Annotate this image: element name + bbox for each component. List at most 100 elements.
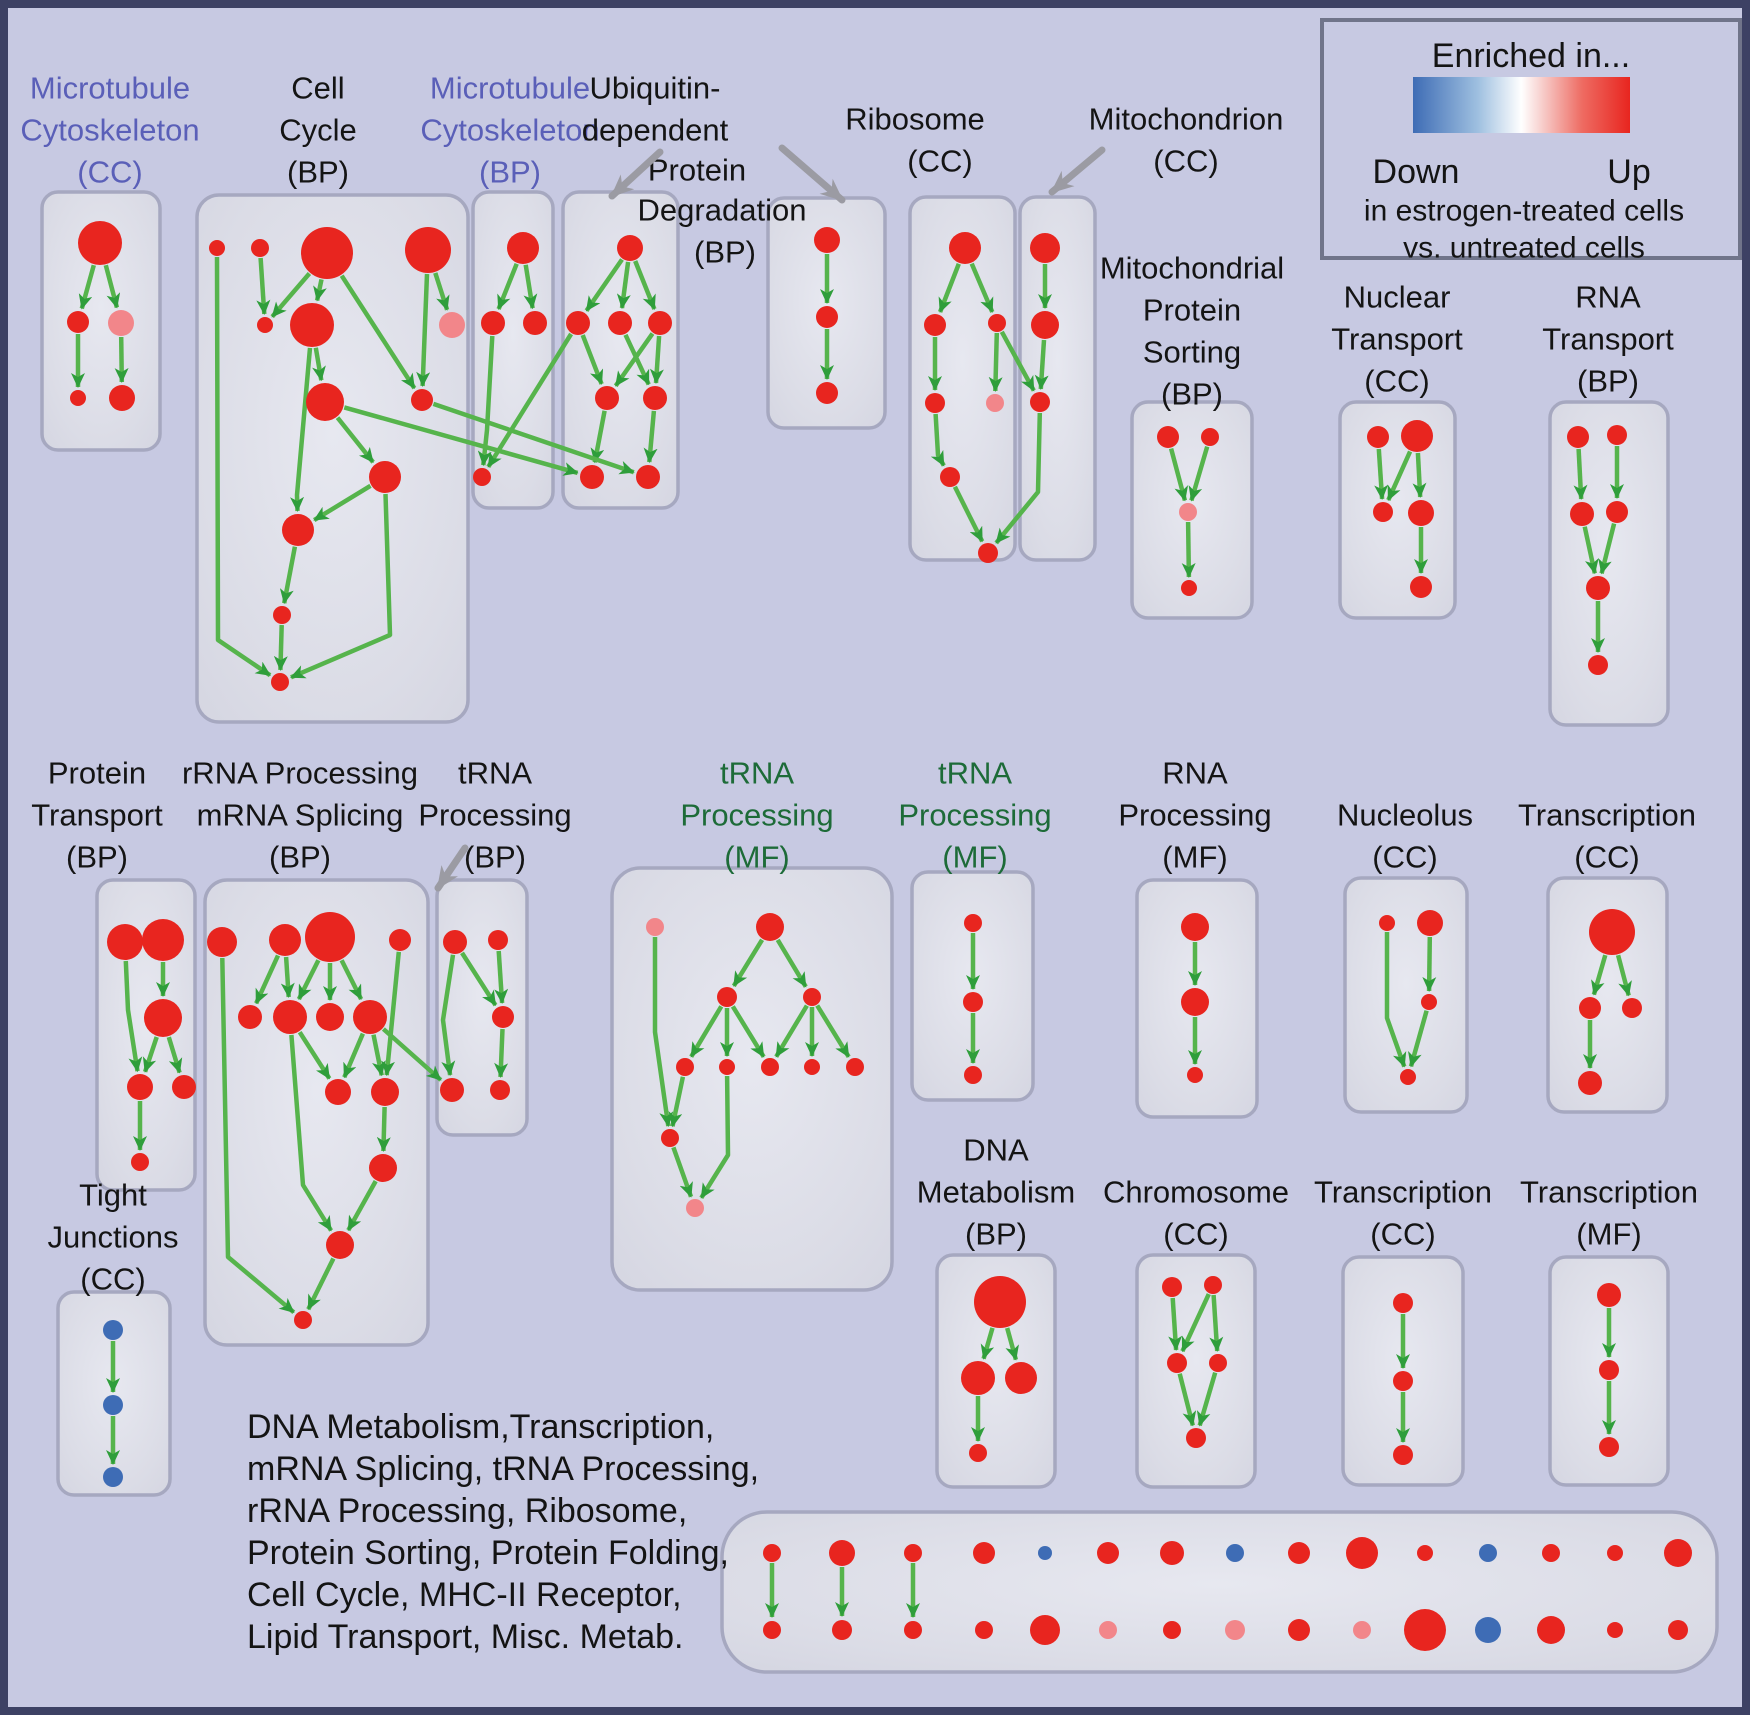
group-label-rna-processing-mf-line0: RNA: [1162, 756, 1228, 791]
group-label-trna-processing-mf-1-line1: Processing: [680, 798, 833, 833]
misc-node-top-1: [829, 1540, 855, 1566]
go-term-node-w1: [964, 914, 982, 932]
misc-terms-text-line1: mRNA Splicing, tRNA Processing,: [247, 1450, 759, 1488]
misc-node-top-11: [1479, 1544, 1497, 1562]
edge-arrow-u1-u4: [633, 260, 657, 311]
edge-arrow-m1-m3: [523, 264, 538, 310]
edge-arrow-g3-g8: [339, 959, 364, 1001]
go-term-node-u7: [580, 465, 604, 489]
go-term-node-e4: [1209, 1354, 1227, 1372]
go-term-node-r4: [925, 393, 945, 413]
go-term-node-h3: [492, 1006, 514, 1028]
group-label-mitochondrion-cc-line1: (CC): [1153, 144, 1218, 179]
go-term-node-c6: [290, 303, 334, 347]
edge-arrow-t3-t5: [166, 1036, 183, 1074]
legend-gradient-bar: [1413, 77, 1630, 133]
go-term-node-k8: [804, 1059, 820, 1075]
edge-arrow-s1-s3: [1573, 448, 1588, 500]
go-term-node-e2: [1204, 1276, 1222, 1294]
edge-arrow-k2-k3: [731, 938, 765, 988]
group-label-ribosome-cc-line1: (CC): [907, 144, 972, 179]
group-label-trna-processing-mf-1-line0: tRNA: [720, 756, 794, 791]
edge-arrow-m1-m2: [496, 262, 519, 311]
go-term-node-u2: [566, 311, 590, 335]
go-term-node-x2: [1181, 988, 1209, 1016]
edge-arrow-u3-u6: [623, 333, 651, 386]
edge-arrow-d1-d2: [980, 1327, 995, 1360]
edge-arrow-d1-d3: [1005, 1327, 1019, 1361]
go-term-node-g9: [325, 1079, 351, 1105]
go-term-node-mi2: [1031, 311, 1059, 339]
edge-arrow-p1-p3: [1168, 448, 1189, 502]
edge-arrow-h2-h3: [494, 950, 509, 1004]
go-term-node-g3: [305, 912, 355, 962]
misc-node-bottom-9: [1353, 1621, 1371, 1639]
edge-arrow-u2-m4: [486, 332, 574, 468]
misc-terms-text-line2: rRNA Processing, Ribosome,: [247, 1492, 687, 1530]
group-label-chromosome-cc-line0: Chromosome: [1103, 1175, 1289, 1210]
group-label-chromosome-cc-line1: (CC): [1163, 1217, 1228, 1252]
group-label-cell-cycle-bp-line1: Cycle: [279, 113, 357, 148]
go-term-node-p2: [1201, 428, 1219, 446]
go-term-node-e1: [1162, 1277, 1182, 1297]
group-label-rna-processing-mf-line2: (MF): [1162, 840, 1227, 875]
go-term-node-k7: [761, 1058, 779, 1076]
edge-arrow-h1-h4: [440, 954, 456, 1077]
group-label-dna-metabolism-bp-line2: (BP): [965, 1217, 1027, 1252]
go-term-node-c3: [301, 227, 353, 279]
edge-arrow-h1-h3: [460, 951, 498, 1007]
edge-arrow-k4-k7: [774, 1004, 809, 1058]
misc-node-top-14: [1664, 1539, 1692, 1567]
edge-arrow-k5-k10: [668, 1076, 686, 1128]
edge-arrow-u4-u6: [649, 335, 664, 384]
go-term-node-p3: [1179, 503, 1197, 521]
misc-node-top-4: [1038, 1546, 1052, 1560]
go-term-node-a2: [67, 311, 89, 333]
edge-arrow-c10-c11: [313, 483, 372, 523]
group-label-rrna-mrna-bp-line0: rRNA Processing: [182, 756, 418, 791]
edge-arrow-g3-g6: [296, 959, 321, 1001]
edge-arrow-c3-c5: [270, 272, 312, 319]
go-term-node-u5: [595, 386, 619, 410]
go-term-node-mi3: [1030, 392, 1050, 412]
group-label-microtubule-cc-line0: Microtubule: [30, 71, 190, 106]
edge-arrow-c10-c13: [290, 493, 393, 680]
edge-arrow-t1-t4: [123, 960, 143, 1073]
edge-arrow-e4-e5: [1196, 1371, 1218, 1427]
go-term-node-v1: [814, 227, 840, 253]
misc-node-bottom-14: [1668, 1620, 1688, 1640]
go-term-node-g7: [316, 1003, 344, 1031]
misc-node-top-5: [1097, 1542, 1119, 1564]
edge-arrow-g8-g9: [342, 1032, 365, 1079]
callout-arrow-ubiquitin-callout-right: [778, 144, 846, 204]
go-term-node-x3: [1187, 1067, 1203, 1083]
misc-node-bottom-1: [832, 1620, 852, 1640]
edge-arrow-c11-c12: [279, 546, 298, 605]
go-term-node-o1: [1597, 1283, 1621, 1307]
go-term-node-c5: [257, 317, 273, 333]
misc-node-bottom-8: [1288, 1619, 1310, 1641]
group-label-tight-junctions-cc-line1: Junctions: [48, 1220, 179, 1255]
group-label-tight-junctions-cc-line0: Tight: [79, 1178, 147, 1213]
go-term-node-k3: [717, 987, 737, 1007]
group-box-ribosome-cc: [908, 195, 1017, 562]
misc-terms-box: [720, 1510, 1719, 1674]
go-term-node-k4: [803, 988, 821, 1006]
edge-arrow-c8-u7: [343, 405, 579, 476]
edge-arrow-u5-u7: [590, 410, 607, 464]
go-term-node-u3: [608, 311, 632, 335]
edge-arrow-k3-k7: [730, 1005, 766, 1058]
misc-node-top-6: [1160, 1541, 1184, 1565]
go-term-node-s5: [1586, 576, 1610, 600]
group-label-transcription-cc-mid-line0: Transcription: [1518, 798, 1696, 833]
group-label-rrna-mrna-bp-line2: (BP): [269, 840, 331, 875]
edge-arrow-k1-k10: [652, 937, 674, 1128]
edge-arrow-e2-e3: [1180, 1293, 1211, 1353]
go-term-node-c9: [411, 389, 433, 411]
go-term-node-u1: [617, 235, 643, 261]
go-term-node-z2: [1579, 997, 1601, 1019]
edge-arrow-g12-g13: [306, 1257, 336, 1311]
group-label-nuclear-transport-cc-line0: Nuclear: [1344, 280, 1451, 315]
group-label-protein-transport-bp-line0: Protein: [48, 756, 146, 791]
